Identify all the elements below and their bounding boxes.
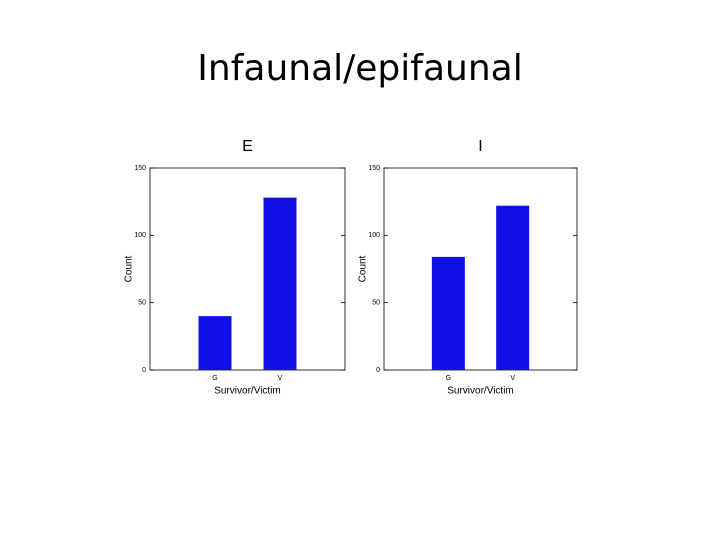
- y-tick-label: 50: [138, 300, 146, 307]
- x-axis-label: Survivor/Victim: [214, 386, 281, 397]
- y-tick-label: 0: [142, 367, 146, 374]
- x-tick-label: G: [212, 375, 217, 382]
- bar: [431, 256, 465, 370]
- y-axis-label: Count: [124, 255, 135, 282]
- axes-box: [383, 167, 578, 371]
- slide-title: Infaunal/epifaunal: [197, 48, 522, 89]
- axes-box: [149, 167, 346, 371]
- x-tick-label: G: [446, 375, 451, 382]
- y-tick-label: 0: [376, 367, 380, 374]
- x-tick-label: V: [278, 375, 283, 382]
- y-axis-label: Count: [358, 255, 369, 282]
- bar: [198, 316, 232, 370]
- y-tick-label: 150: [368, 165, 380, 172]
- y-tick-label: 150: [134, 165, 146, 172]
- x-tick-label: V: [510, 375, 515, 382]
- chart-title: E: [242, 138, 253, 155]
- bar: [263, 197, 297, 370]
- x-axis-label: Survivor/Victim: [447, 386, 514, 397]
- y-tick-label: 50: [372, 300, 380, 307]
- y-tick-label: 100: [134, 232, 146, 239]
- bar: [496, 205, 530, 370]
- y-tick-label: 100: [368, 232, 380, 239]
- chart-title: I: [478, 138, 482, 155]
